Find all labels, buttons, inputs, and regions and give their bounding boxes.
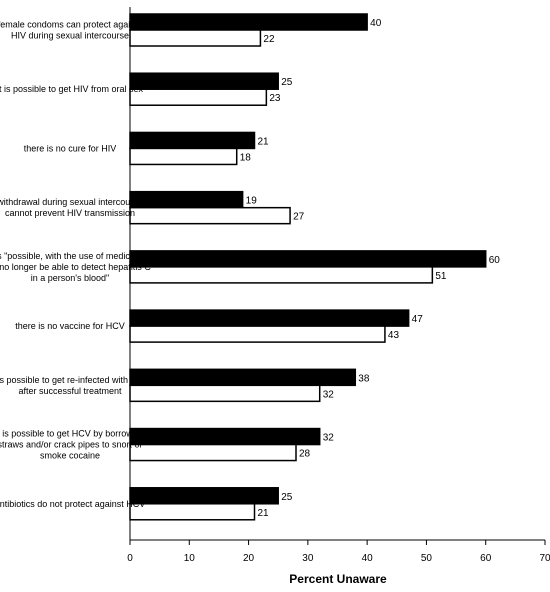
category-label: to no longer be able to detect hepatitis… (0, 262, 151, 272)
bar-series-2-cat-8 (129, 443, 297, 462)
category-label: withdrawal during sexual intercourse (0, 197, 143, 207)
category-label: after successful treatment (18, 386, 122, 396)
value-label: 21 (258, 508, 270, 519)
x-tick-label: 70 (539, 553, 550, 564)
category-label: it is possible to get re-infected with H… (0, 375, 150, 385)
bar-series-2-cat-5 (129, 266, 434, 284)
bar-series-1-cat-9 (129, 487, 279, 505)
value-label: 43 (388, 330, 400, 341)
bar-series-1-cat-1 (129, 13, 368, 31)
bar-series-1-cat-5 (129, 250, 487, 268)
axes-group: 0 10 20 30 40 50 60 70 (127, 7, 550, 564)
bar-series-1-cat-3 (129, 131, 256, 150)
bar-series-1-cat-8 (129, 427, 321, 446)
category-label: smoke cocaine (40, 451, 100, 461)
value-label: 19 (246, 196, 258, 207)
bar-series-2-cat-6 (129, 325, 386, 343)
x-tick-label: 20 (243, 553, 255, 564)
x-tick-label: 40 (362, 553, 374, 564)
category-label: it is possible to get HCV by borrowing (0, 429, 145, 439)
x-tick-label: 10 (184, 553, 196, 564)
value-label: 40 (370, 18, 382, 29)
value-label: 21 (258, 136, 270, 147)
category-label: it is "possible, with the use of medicat… (0, 251, 152, 261)
x-tick-label: 30 (302, 553, 314, 564)
value-label: 60 (489, 255, 501, 266)
value-label: 38 (358, 373, 370, 384)
category-label: there is no cure for HIV (24, 143, 117, 153)
value-label: 22 (263, 34, 275, 45)
category-label: antibiotics do not protect against HCV (0, 499, 145, 509)
value-label: 51 (435, 271, 447, 282)
category-label: cannot prevent HIV transmission (5, 208, 135, 218)
category-label: in a person's blood" (31, 273, 109, 283)
bar-series-1-cat-2 (129, 72, 279, 90)
category-label: it is possible to get HIV from oral sex (0, 84, 144, 94)
bar-series-2-cat-7 (129, 384, 321, 403)
x-tick-label: 60 (480, 553, 492, 564)
value-label: 47 (412, 314, 424, 325)
bar-series-2-cat-3 (129, 147, 238, 166)
bar-series-1-cat-6 (129, 309, 410, 327)
bar-series-1-cat-7 (129, 368, 357, 387)
value-label: 25 (281, 492, 293, 503)
bar-series-2-cat-9 (129, 503, 256, 521)
bar-series-1-cat-4 (129, 190, 244, 209)
x-tick-label: 50 (421, 553, 433, 564)
category-label: straws and/or crack pipes to snort or (0, 440, 143, 450)
value-label: 18 (240, 152, 252, 163)
bar-series-2-cat-1 (129, 29, 262, 47)
category-label: there is no vaccine for HCV (15, 321, 125, 331)
value-label: 32 (323, 389, 335, 400)
value-label: 27 (293, 212, 305, 223)
value-label: 25 (281, 77, 293, 88)
x-tick-label: 0 (127, 553, 133, 564)
bar-series-2-cat-4 (129, 206, 291, 225)
value-label: 23 (269, 93, 281, 104)
value-label: 28 (299, 449, 311, 460)
value-label: 32 (323, 433, 335, 444)
x-axis-title: Percent Unaware (289, 572, 387, 586)
category-label: HIV during sexual intercourse (11, 31, 129, 41)
bar-series-2-cat-2 (129, 88, 268, 106)
category-label: female condoms can protect against (0, 20, 143, 30)
